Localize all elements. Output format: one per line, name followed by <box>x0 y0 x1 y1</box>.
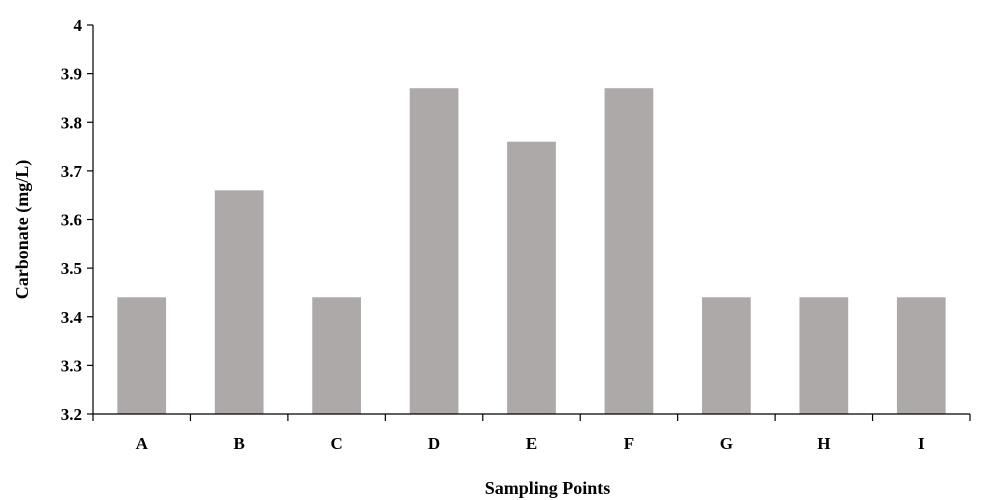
y-axis-title: Carbonate (mg/L) <box>12 160 33 299</box>
y-tick-label: 3.2 <box>61 405 82 424</box>
x-tick-label: H <box>817 434 830 453</box>
bar-i <box>896 297 946 414</box>
x-tick-label: E <box>526 434 537 453</box>
y-tick-label: 3.4 <box>61 308 83 327</box>
bar-g <box>702 297 751 414</box>
bar-e <box>507 141 556 414</box>
x-tick-label: A <box>136 434 149 453</box>
bar-h <box>799 297 849 414</box>
x-tick-label: G <box>720 434 733 453</box>
bar-c <box>312 297 361 414</box>
x-tick-label: D <box>428 434 440 453</box>
y-tick-label: 3.5 <box>61 259 82 278</box>
bar-d <box>409 88 459 415</box>
bar-a <box>117 297 167 414</box>
y-tick-label: 3.8 <box>61 113 82 132</box>
x-axis-title: Sampling Points <box>485 478 611 498</box>
x-ticks-group: A B C D E F G H I <box>92 414 971 453</box>
bar-b <box>214 190 264 414</box>
x-tick-label: I <box>918 434 925 453</box>
bar-f <box>604 88 654 415</box>
y-ticks-group: 3.2 3.3 3.4 3.5 3.6 3.7 3.8 3.9 4 <box>61 16 93 424</box>
x-tick-label: B <box>233 434 244 453</box>
x-tick-label: C <box>330 434 342 453</box>
x-tick-label: F <box>624 434 634 453</box>
y-tick-label: 3.9 <box>61 65 82 84</box>
y-tick-label: 4 <box>74 16 83 35</box>
y-tick-label: 3.3 <box>61 356 82 375</box>
bars-group <box>117 88 946 415</box>
y-tick-label: 3.7 <box>61 162 83 181</box>
y-tick-label: 3.6 <box>61 211 82 230</box>
